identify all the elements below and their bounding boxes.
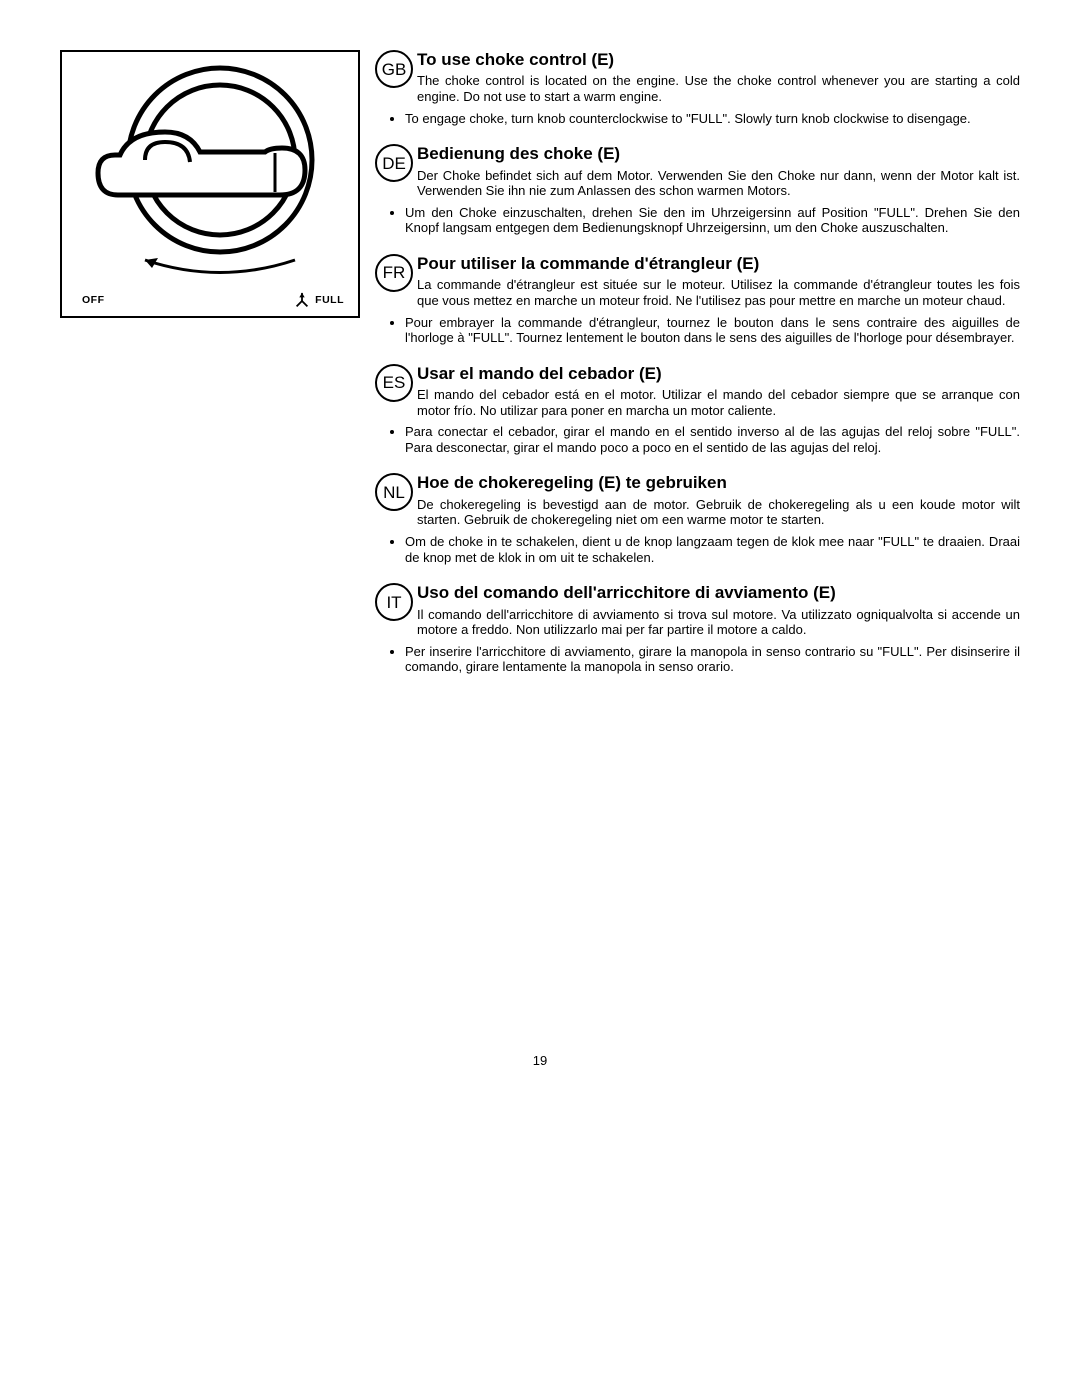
choke-direction-icon xyxy=(293,292,311,310)
page-layout: OFF FULL GB To use choke control (E) xyxy=(60,50,1020,693)
section-es: ES Usar el mando del cebador (E) El mand… xyxy=(375,364,1020,456)
section-list: Per inserire l'arricchitore di avviament… xyxy=(375,644,1020,675)
lang-badge-gb: GB xyxy=(375,50,413,88)
section-list: To engage choke, turn knob counterclockw… xyxy=(375,111,1020,127)
section-title: To use choke control (E) xyxy=(417,50,1020,70)
section-intro: El mando del cebador está en el motor. U… xyxy=(417,387,1020,418)
section-fr: FR Pour utiliser la commande d'étrangleu… xyxy=(375,254,1020,346)
section-list: Pour embrayer la commande d'étrangleur, … xyxy=(375,315,1020,346)
section-bullet: Pour embrayer la commande d'étrangleur, … xyxy=(405,315,1020,346)
section-title: Uso del comando dell'arricchitore di avv… xyxy=(417,583,1020,603)
figure-label-row: OFF FULL xyxy=(70,290,350,312)
section-list: Um den Choke einzuschalten, drehen Sie d… xyxy=(375,205,1020,236)
section-bullet: Para conectar el cebador, girar el mando… xyxy=(405,424,1020,455)
off-label: OFF xyxy=(82,294,105,307)
choke-knob-illustration xyxy=(70,60,350,290)
section-title: Usar el mando del cebador (E) xyxy=(417,364,1020,384)
section-it: IT Uso del comando dell'arricchitore di … xyxy=(375,583,1020,675)
section-bullet: To engage choke, turn knob counterclockw… xyxy=(405,111,1020,127)
section-list: Om de choke in te schakelen, dient u de … xyxy=(375,534,1020,565)
content-column: GB To use choke control (E) The choke co… xyxy=(375,50,1020,693)
section-gb: GB To use choke control (E) The choke co… xyxy=(375,50,1020,126)
section-intro: Il comando dell'arricchitore di avviamen… xyxy=(417,607,1020,638)
section-intro: The choke control is located on the engi… xyxy=(417,73,1020,104)
section-list: Para conectar el cebador, girar el mando… xyxy=(375,424,1020,455)
choke-diagram-box: OFF FULL xyxy=(60,50,360,318)
section-bullet: Per inserire l'arricchitore di avviament… xyxy=(405,644,1020,675)
section-bullet: Om de choke in te schakelen, dient u de … xyxy=(405,534,1020,565)
page-number: 19 xyxy=(60,1053,1020,1069)
lang-badge-es: ES xyxy=(375,364,413,402)
section-title: Pour utiliser la commande d'étrangleur (… xyxy=(417,254,1020,274)
section-intro: La commande d'étrangleur est située sur … xyxy=(417,277,1020,308)
section-nl: NL Hoe de chokeregeling (E) te gebruiken… xyxy=(375,473,1020,565)
figure-column: OFF FULL xyxy=(60,50,360,318)
lang-badge-nl: NL xyxy=(375,473,413,511)
section-title: Bedienung des choke (E) xyxy=(417,144,1020,164)
section-title: Hoe de chokeregeling (E) te gebruiken xyxy=(417,473,1020,493)
section-intro: Der Choke befindet sich auf dem Motor. V… xyxy=(417,168,1020,199)
full-label-group: FULL xyxy=(293,292,344,310)
lang-badge-fr: FR xyxy=(375,254,413,292)
section-de: DE Bedienung des choke (E) Der Choke bef… xyxy=(375,144,1020,236)
full-label: FULL xyxy=(315,294,344,307)
lang-badge-de: DE xyxy=(375,144,413,182)
lang-badge-it: IT xyxy=(375,583,413,621)
section-bullet: Um den Choke einzuschalten, drehen Sie d… xyxy=(405,205,1020,236)
section-intro: De chokeregeling is bevestigd aan de mot… xyxy=(417,497,1020,528)
